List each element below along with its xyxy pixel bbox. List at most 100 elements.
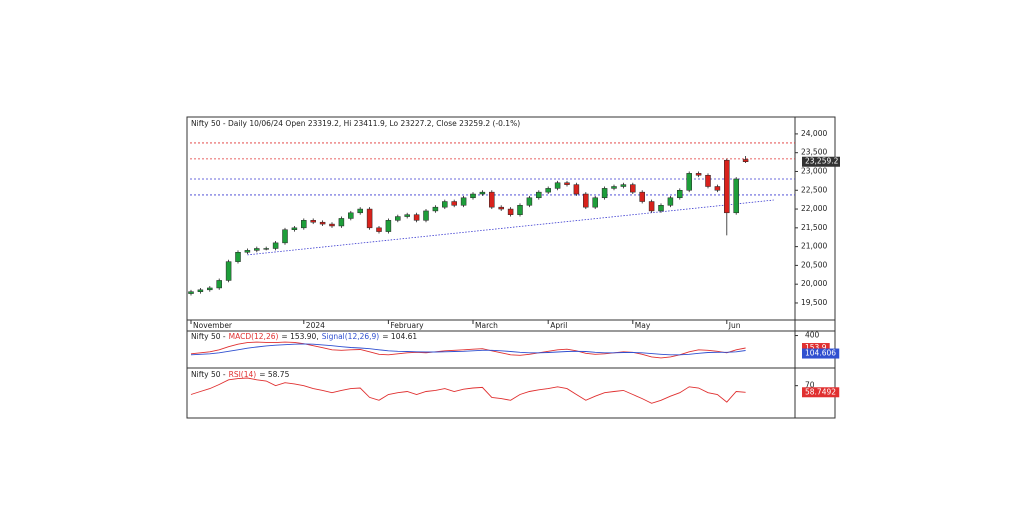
candle-body [517,205,523,215]
candle-body [272,242,279,249]
y-tick-label: 23,000 [801,166,827,175]
candle-body [291,227,298,230]
x-tick-label: April [550,321,567,330]
candle-body [225,261,232,281]
y-tick-label: 24,000 [801,129,827,138]
x-tick-label: March [475,321,498,330]
y-tick-label: 19,500 [801,298,827,307]
indicator-title-part: = 104.61 [382,332,417,341]
indicator-title-part: Nifty 50 - [191,370,226,379]
candle-body [404,214,410,217]
candle-body [630,184,636,193]
candle-body [348,212,354,219]
candle-body [639,191,645,202]
candle-body [470,193,476,199]
candle-body [376,227,382,232]
value-box-label: 58.7492 [805,387,836,396]
candle-body [235,252,241,262]
x-tick-label: February [390,321,424,330]
indicator-title-part: MACD(12,26) [229,332,279,341]
candle-body [564,182,570,185]
candle-body [695,173,702,176]
y-tick-label: 22,000 [801,204,827,213]
chart-title: Nifty 50 - Daily 10/06/24 Open 23319.2, … [191,119,520,128]
candle-body [197,289,204,292]
value-box-label: 104.606 [805,349,836,358]
candle-body [498,206,504,210]
y-tick-label: 22,500 [801,185,827,194]
candle-body [442,201,448,208]
candle-body [413,214,420,221]
y-tick-label: 23,500 [801,148,827,157]
candle-body [423,210,429,221]
candle-body [282,229,288,244]
indicator-line [190,377,746,404]
candle-body [545,188,551,193]
candle-body [451,201,457,206]
y-tick-label: 21,500 [801,223,827,232]
value-box [802,156,840,167]
candle-body [611,186,617,189]
candle-body [188,291,194,294]
value-box [802,343,830,354]
candle-body [601,188,608,199]
y-tick-label: 70 [805,381,815,390]
candle-body [526,197,533,206]
value-box-label: 153.9 [805,343,827,352]
candle-body [207,287,213,291]
candle-body [536,191,542,199]
x-tick-label: November [193,321,233,330]
candle-body [385,220,392,232]
candle-body [479,191,486,195]
candle-body [310,220,316,223]
value-box-label: 23,259.2 [805,157,839,166]
indicator-line [190,341,746,359]
candle-body [301,220,307,229]
trend-line [247,199,774,256]
candle-body [329,223,335,227]
candle-body [724,159,730,214]
candle-body [667,197,674,206]
candle-body [620,184,627,187]
candle-body [592,197,598,208]
indicator-title-part: RSI(14) [229,370,257,379]
y-tick-label: 20,500 [801,260,827,269]
candle-body [742,159,749,162]
candle-body [507,208,514,215]
candle-body [216,280,222,289]
candle-body [319,221,326,225]
candle-body [554,182,561,189]
candle-body [714,186,721,191]
x-tick-label: 2024 [306,321,325,330]
candle-body [583,193,589,208]
candle-body [658,205,664,212]
candle-body [460,197,467,206]
indicator-title-part: = 153.90, [281,332,318,341]
x-tick-label: Jun [728,321,741,330]
candle-body [254,248,260,251]
candle-body [357,208,363,214]
candle-body [263,248,269,250]
candle-body [489,191,495,208]
x-tick-label: May [635,321,651,330]
y-tick-label: 21,000 [801,242,827,251]
candle-body [366,208,373,229]
indicator-title-part: Nifty 50 - [191,332,226,341]
candle-body [244,250,251,253]
value-box [802,387,840,398]
candle-body [733,178,739,214]
candle-body [395,216,401,221]
candle-body [432,206,439,212]
candle-body [705,174,711,187]
indicator-title-part: Signal(12,26,9) [322,332,380,341]
indicator-title: Nifty 50 - RSI(14) = 58.75 [191,370,290,379]
candle-body [648,201,655,212]
indicator-title: Nifty 50 - MACD(12,26) = 153.90, Signal(12,… [191,332,417,341]
value-box [802,348,840,359]
candle-body [573,184,580,195]
candle-body [338,218,345,227]
y-tick-label: 20,000 [801,279,827,288]
y-tick-label: 400 [805,331,820,340]
